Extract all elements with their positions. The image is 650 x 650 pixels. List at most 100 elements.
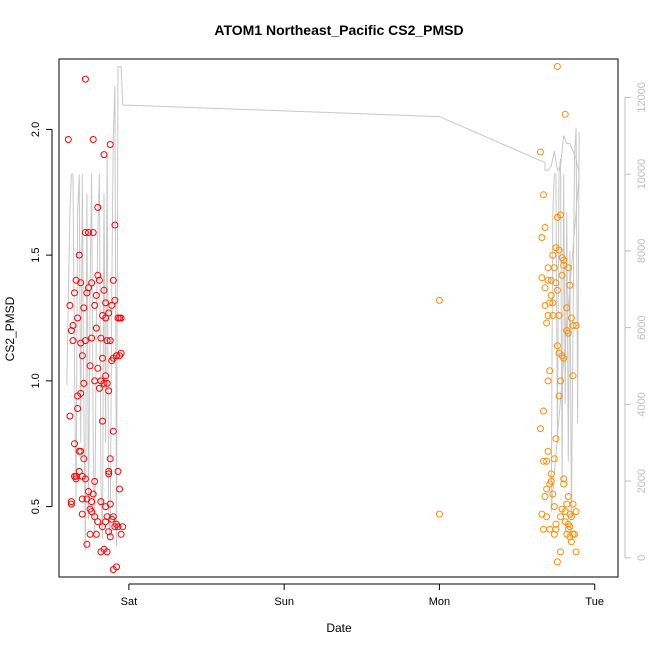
y2-tick-label: 4000 xyxy=(636,392,648,416)
data-point-series-2 xyxy=(558,271,566,279)
data-point-series-2 xyxy=(553,558,561,566)
data-point-series-1 xyxy=(119,523,127,531)
data-point-series-2 xyxy=(541,224,549,231)
data-point-series-2 xyxy=(543,513,551,521)
data-point-series-1 xyxy=(89,229,97,236)
data-point-series-1 xyxy=(105,470,113,478)
x-tick-label: Sat xyxy=(121,596,138,608)
data-point-series-1 xyxy=(67,500,75,508)
y2-tick-label: 0 xyxy=(636,555,648,561)
data-point-series-1 xyxy=(111,221,119,229)
data-point-series-1 xyxy=(97,334,105,342)
data-point-series-1 xyxy=(102,299,110,307)
data-point-series-1 xyxy=(81,337,89,345)
data-point-series-2 xyxy=(549,490,557,498)
data-point-series-2 xyxy=(541,493,549,500)
data-point-series-1 xyxy=(88,508,96,516)
data-point-series-2 xyxy=(555,312,563,319)
data-point-series-1 xyxy=(67,498,75,506)
data-point-series-1 xyxy=(95,276,103,284)
secondary-line-group xyxy=(66,66,580,551)
data-point-series-2 xyxy=(555,392,563,400)
data-point-series-1 xyxy=(95,384,103,392)
data-point-series-1 xyxy=(77,389,85,397)
points-group xyxy=(64,63,580,573)
data-point-series-1 xyxy=(85,284,92,292)
data-point-series-2 xyxy=(567,314,575,322)
data-point-series-1 xyxy=(103,548,111,556)
data-point-series-2 xyxy=(546,299,554,307)
data-point-series-2 xyxy=(552,520,560,528)
data-point-series-1 xyxy=(102,518,110,526)
data-point-series-1 xyxy=(94,203,102,211)
data-point-series-1 xyxy=(100,379,108,387)
x-tick-label: Mon xyxy=(429,596,450,608)
data-point-series-2 xyxy=(564,264,572,272)
data-point-series-2 xyxy=(552,435,560,443)
data-point-series-2 xyxy=(553,286,561,294)
data-point-series-1 xyxy=(80,379,88,387)
data-point-series-2 xyxy=(564,520,572,528)
y2-tick-label: 12000 xyxy=(636,82,648,113)
data-point-series-2 xyxy=(544,312,552,319)
data-point-series-1 xyxy=(75,467,83,475)
data-point-series-1 xyxy=(75,251,83,259)
data-point-series-1 xyxy=(94,364,102,372)
data-point-series-2 xyxy=(560,256,568,264)
data-point-series-2 xyxy=(572,548,580,556)
data-point-series-2 xyxy=(557,377,564,385)
data-point-series-2 xyxy=(540,407,547,415)
y2-tick-label: 6000 xyxy=(636,315,648,339)
data-point-series-2 xyxy=(567,538,575,546)
data-point-series-1 xyxy=(71,440,78,448)
data-point-series-2 xyxy=(536,148,544,156)
data-point-series-1 xyxy=(106,337,114,345)
data-point-series-2 xyxy=(546,367,554,375)
data-point-series-1 xyxy=(85,229,92,236)
data-point-series-2 xyxy=(435,510,443,518)
data-point-series-1 xyxy=(91,301,99,309)
data-point-series-1 xyxy=(102,372,110,380)
data-point-series-2 xyxy=(557,513,564,521)
data-point-series-1 xyxy=(89,136,97,143)
data-point-series-1 xyxy=(109,276,117,284)
data-point-series-1 xyxy=(109,513,117,521)
data-point-series-2 xyxy=(550,503,558,511)
data-point-series-1 xyxy=(94,271,102,279)
data-point-series-1 xyxy=(88,334,96,342)
data-point-series-2 xyxy=(571,530,578,538)
x-axis: Sat Sun Mon Tue xyxy=(121,583,604,608)
y-tick-label: 1.0 xyxy=(30,373,42,388)
data-point-series-1 xyxy=(66,412,74,420)
data-point-series-1 xyxy=(72,475,80,483)
data-point-series-2 xyxy=(567,513,575,521)
data-point-series-1 xyxy=(77,279,85,287)
data-point-series-1 xyxy=(105,387,113,395)
data-point-series-2 xyxy=(563,304,571,312)
data-point-series-2 xyxy=(560,480,568,488)
data-point-series-1 xyxy=(106,455,114,463)
data-point-series-1 xyxy=(78,495,86,503)
data-point-series-1 xyxy=(105,467,113,475)
data-point-series-1 xyxy=(92,324,100,332)
data-point-series-1 xyxy=(114,523,122,531)
data-point-series-1 xyxy=(103,337,111,345)
data-point-series-1 xyxy=(117,349,125,357)
y-axis-right: 0 2000 4000 6000 8000 10000 12000 xyxy=(624,82,648,561)
data-point-series-1 xyxy=(114,467,122,475)
data-point-series-2 xyxy=(544,447,552,455)
data-point-series-2 xyxy=(543,457,551,465)
data-point-series-2 xyxy=(547,477,555,485)
data-point-series-2 xyxy=(572,322,580,329)
data-point-series-1 xyxy=(100,151,108,159)
data-point-series-2 xyxy=(557,211,564,219)
y2-tick-label: 8000 xyxy=(636,239,648,263)
data-point-series-1 xyxy=(77,447,85,455)
data-point-series-2 xyxy=(564,329,572,337)
y-tick-label: 2.0 xyxy=(30,122,42,137)
data-point-series-1 xyxy=(89,490,97,498)
data-point-series-2 xyxy=(569,322,577,329)
chart-title: ATOM1 Northeast_Pacific CS2_PMSD xyxy=(214,22,463,38)
data-point-series-1 xyxy=(105,309,113,317)
data-point-series-1 xyxy=(88,279,96,287)
